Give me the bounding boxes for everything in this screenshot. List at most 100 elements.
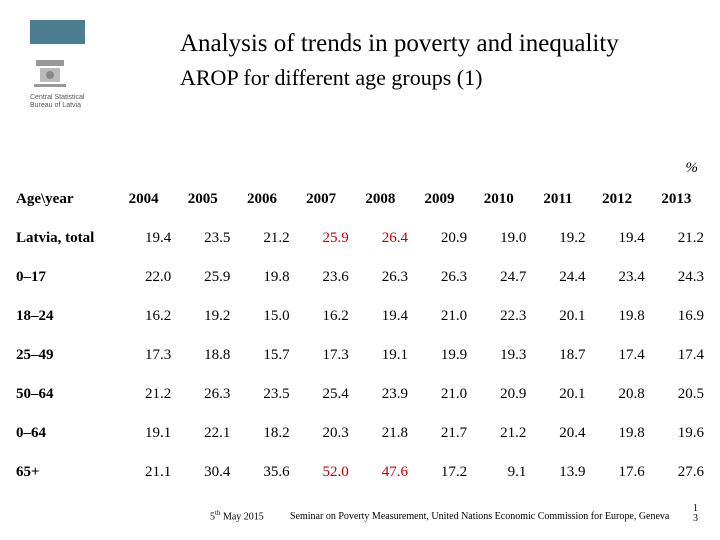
table-row: 18–2416.219.215.016.219.421.022.320.119.…: [14, 302, 706, 341]
cell: 18.2: [232, 419, 291, 458]
year-col: 2004: [114, 185, 173, 224]
row-label: 50–64: [14, 380, 114, 419]
cell: 9.1: [469, 458, 528, 497]
table-header-row: Age\year 2004 2005 2006 2007 2008 2009 2…: [14, 185, 706, 224]
cell: 19.8: [588, 302, 647, 341]
slide-title: Analysis of trends in poverty and inequa…: [180, 30, 700, 58]
cell: 17.4: [588, 341, 647, 380]
cell: 20.4: [528, 419, 587, 458]
page-number-bottom: 3: [693, 514, 698, 524]
cell: 13.9: [528, 458, 587, 497]
cell: 20.9: [410, 224, 469, 263]
brand-emblem-icon: [30, 50, 70, 90]
cell: 24.3: [647, 263, 706, 302]
footer-date: 5th May 2015: [210, 509, 264, 522]
cell: 23.5: [173, 224, 232, 263]
cell: 19.1: [351, 341, 410, 380]
cell: 23.4: [588, 263, 647, 302]
footer-date-rest: May 2015: [220, 511, 263, 522]
row-label: 0–64: [14, 419, 114, 458]
footer-page-number: 1 3: [693, 504, 698, 524]
cell: 26.3: [351, 263, 410, 302]
cell: 17.3: [292, 341, 351, 380]
table-row: Latvia, total19.423.521.225.926.420.919.…: [14, 224, 706, 263]
cell: 19.2: [173, 302, 232, 341]
brand-color-bar: [30, 20, 85, 44]
cell: 21.7: [410, 419, 469, 458]
cell: 26.4: [351, 224, 410, 263]
cell: 20.5: [647, 380, 706, 419]
cell: 15.0: [232, 302, 291, 341]
cell: 22.0: [114, 263, 173, 302]
data-table-wrap: Age\year 2004 2005 2006 2007 2008 2009 2…: [14, 185, 706, 497]
cell: 25.9: [173, 263, 232, 302]
cell: 19.2: [528, 224, 587, 263]
row-label: 25–49: [14, 341, 114, 380]
cell: 22.1: [173, 419, 232, 458]
cell: 21.8: [351, 419, 410, 458]
cell: 17.6: [588, 458, 647, 497]
cell: 19.4: [351, 302, 410, 341]
brand-caption: Central Statistical Bureau of Latvia: [30, 94, 120, 111]
table-row: 0–6419.122.118.220.321.821.721.220.419.8…: [14, 419, 706, 458]
cell: 21.2: [232, 224, 291, 263]
cell: 23.5: [232, 380, 291, 419]
row-label: 0–17: [14, 263, 114, 302]
year-col: 2008: [351, 185, 410, 224]
cell: 19.6: [647, 419, 706, 458]
cell: 18.8: [173, 341, 232, 380]
table-row: 25–4917.318.815.717.319.119.919.318.717.…: [14, 341, 706, 380]
cell: 20.1: [528, 380, 587, 419]
year-col: 2007: [292, 185, 351, 224]
cell: 16.9: [647, 302, 706, 341]
year-col: 2005: [173, 185, 232, 224]
row-label: 65+: [14, 458, 114, 497]
cell: 52.0: [292, 458, 351, 497]
cell: 20.3: [292, 419, 351, 458]
cell: 19.0: [469, 224, 528, 263]
slide-subtitle: AROP for different age groups (1): [180, 65, 700, 91]
row-label: 18–24: [14, 302, 114, 341]
table-row: 50–6421.226.323.525.423.921.020.920.120.…: [14, 380, 706, 419]
cell: 20.1: [528, 302, 587, 341]
cell: 21.2: [469, 419, 528, 458]
footer-seminar: Seminar on Poverty Measurement, United N…: [290, 511, 669, 522]
cell: 17.3: [114, 341, 173, 380]
year-col: 2009: [410, 185, 469, 224]
cell: 19.1: [114, 419, 173, 458]
year-col: 2010: [469, 185, 528, 224]
brand-block: Central Statistical Bureau of Latvia: [30, 20, 120, 111]
cell: 24.7: [469, 263, 528, 302]
year-col: 2006: [232, 185, 291, 224]
cell: 30.4: [173, 458, 232, 497]
cell: 47.6: [351, 458, 410, 497]
cell: 20.9: [469, 380, 528, 419]
cell: 21.0: [410, 302, 469, 341]
cell: 22.3: [469, 302, 528, 341]
cell: 19.4: [114, 224, 173, 263]
cell: 19.8: [232, 263, 291, 302]
cell: 19.9: [410, 341, 469, 380]
cell: 16.2: [292, 302, 351, 341]
data-table: Age\year 2004 2005 2006 2007 2008 2009 2…: [14, 185, 706, 497]
cell: 16.2: [114, 302, 173, 341]
cell: 26.3: [173, 380, 232, 419]
cell: 17.4: [647, 341, 706, 380]
cell: 19.4: [588, 224, 647, 263]
brand-caption-line2: Bureau of Latvia: [30, 102, 81, 109]
cell: 15.7: [232, 341, 291, 380]
year-col: 2011: [528, 185, 587, 224]
cell: 27.6: [647, 458, 706, 497]
cell: 21.2: [647, 224, 706, 263]
table-row: 0–1722.025.919.823.626.326.324.724.423.4…: [14, 263, 706, 302]
cell: 25.4: [292, 380, 351, 419]
cell: 23.6: [292, 263, 351, 302]
cell: 21.0: [410, 380, 469, 419]
cell: 20.8: [588, 380, 647, 419]
row-label: Latvia, total: [14, 224, 114, 263]
slide: Central Statistical Bureau of Latvia Ana…: [0, 0, 720, 540]
cell: 21.2: [114, 380, 173, 419]
cell: 19.3: [469, 341, 528, 380]
cell: 17.2: [410, 458, 469, 497]
cell: 19.8: [588, 419, 647, 458]
